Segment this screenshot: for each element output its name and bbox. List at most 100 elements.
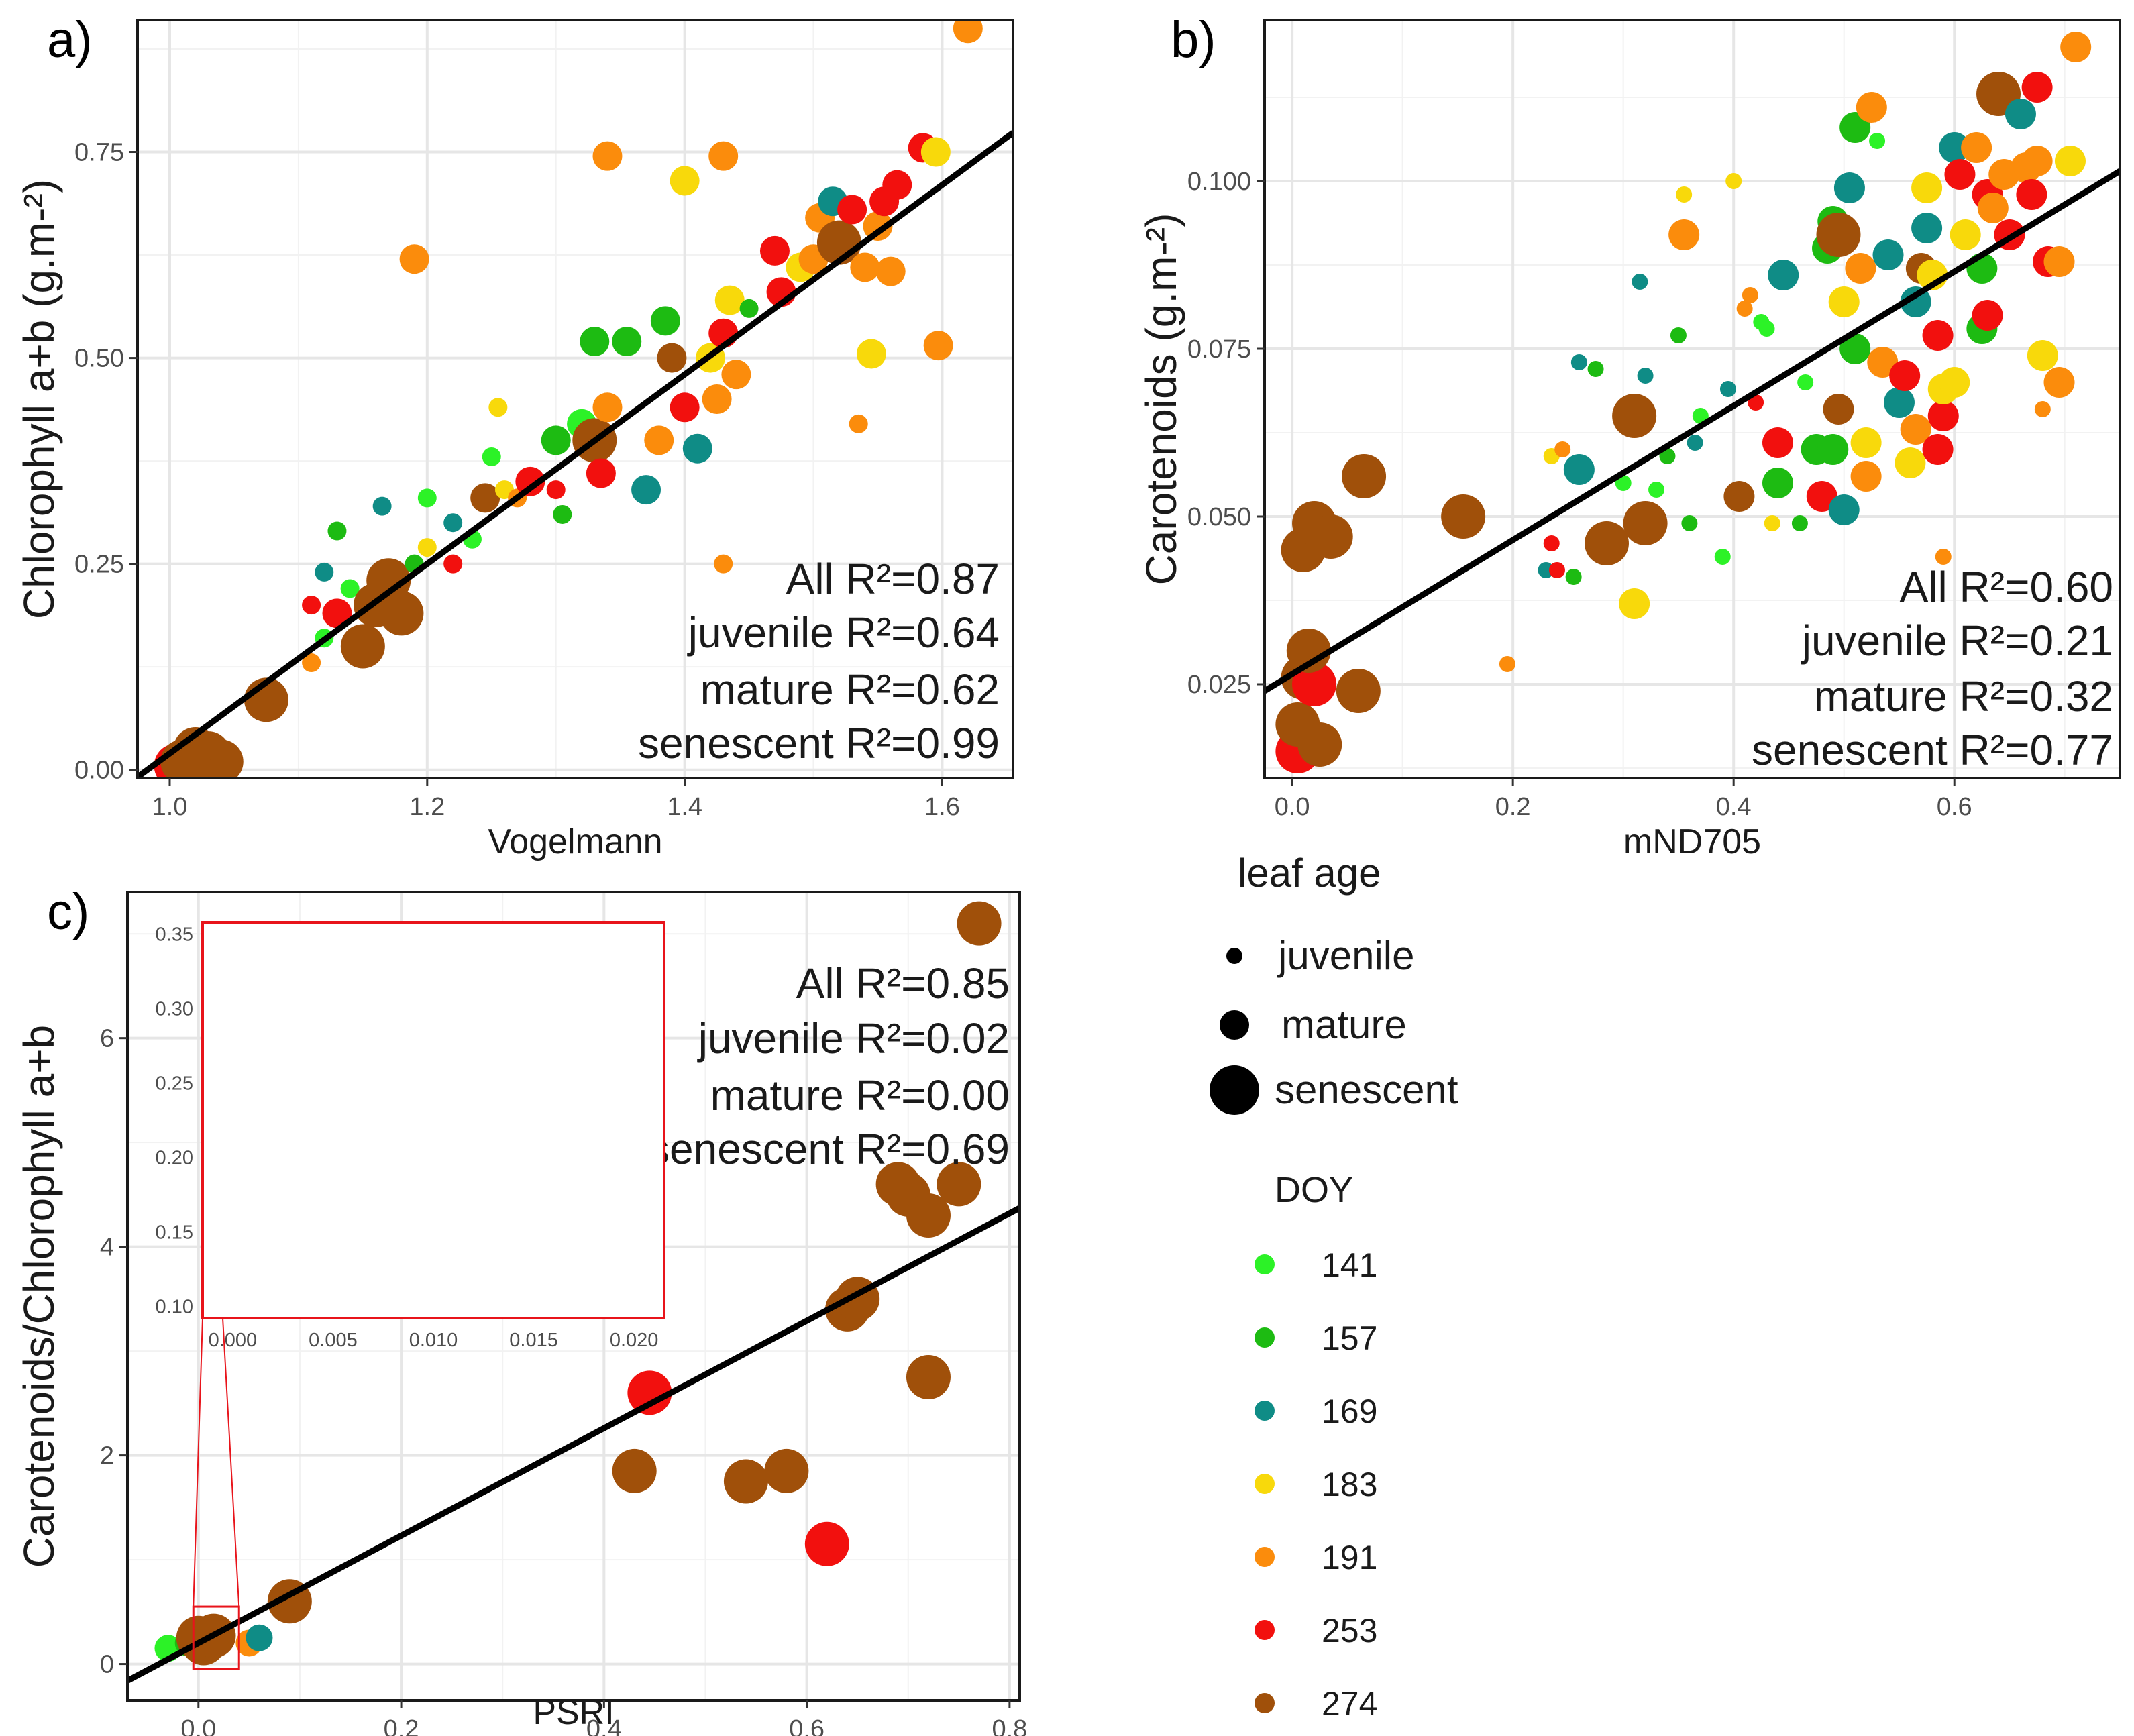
r2-annotation: senescent R²=0.69 <box>648 1125 1010 1173</box>
legend-doy-title: DOY <box>1275 1170 1353 1210</box>
data-point <box>1676 186 1693 203</box>
data-point <box>627 1370 672 1415</box>
data-point <box>1939 132 1970 163</box>
data-point <box>1944 159 1976 190</box>
inset-y-tick-label: 0.30 <box>156 999 193 1020</box>
legend-doy-label: 274 <box>1322 1685 1377 1723</box>
data-point <box>379 591 424 636</box>
x-tick-label: 1.6 <box>924 793 960 821</box>
legend-size-swatch <box>1226 948 1242 964</box>
legend-doy-swatch <box>1255 1327 1275 1348</box>
regression-line <box>127 1205 1020 1684</box>
data-point <box>721 360 751 390</box>
legend-doy-swatch <box>1255 1474 1275 1494</box>
data-point <box>1286 629 1331 673</box>
data-point <box>920 137 951 167</box>
data-point <box>1441 494 1486 539</box>
data-point <box>1538 562 1554 578</box>
panel-b: 0.0 0.2 0.4 0.6 0.025 0.050 0.075 0.100 mND705 Ca… <box>1137 11 2121 861</box>
data-point <box>906 1193 951 1238</box>
data-point <box>1632 274 1648 290</box>
data-point <box>592 141 623 171</box>
data-point <box>1570 354 1587 370</box>
data-point <box>906 1355 951 1399</box>
legend: leaf age juvenile mature senescent DOY 141 157… <box>1210 851 1458 1723</box>
x-tick-label: 0.0 <box>180 1715 216 1736</box>
data-point <box>863 211 893 241</box>
data-point <box>322 598 352 629</box>
data-point <box>2021 146 2053 176</box>
data-point <box>1758 321 1775 337</box>
data-point <box>470 483 500 513</box>
legend-doy-swatch <box>1255 1254 1275 1274</box>
data-point <box>957 901 1002 946</box>
data-point <box>1883 387 1915 418</box>
data-point <box>1548 562 1565 578</box>
data-point <box>1723 481 1755 512</box>
y-tick-label: 0.075 <box>1187 335 1251 364</box>
data-point <box>1336 669 1381 713</box>
inset-frame <box>201 921 665 1319</box>
data-point <box>670 392 700 423</box>
y-axis-title: Carotenoids/Chlorophyll a+b <box>15 1025 63 1568</box>
data-point <box>1565 569 1582 585</box>
data-point <box>246 1624 273 1651</box>
data-point <box>612 327 642 357</box>
data-point <box>417 538 437 557</box>
data-point <box>488 398 508 417</box>
data-point <box>2021 72 2053 103</box>
data-point <box>302 653 321 673</box>
plot-frame <box>136 19 1014 779</box>
legend-size-label: senescent <box>1275 1067 1458 1112</box>
data-point <box>739 299 759 318</box>
data-point <box>1828 494 1860 525</box>
data-point <box>923 331 953 361</box>
data-point <box>315 562 334 582</box>
inset-y-tick-label: 0.35 <box>156 924 193 946</box>
data-point <box>2060 32 2092 62</box>
data-point <box>1719 381 1736 397</box>
data-point <box>1692 408 1709 424</box>
data-point <box>1648 482 1665 498</box>
data-point <box>1911 172 1943 203</box>
data-point <box>166 743 211 778</box>
data-point <box>849 414 868 433</box>
data-point <box>1292 662 1337 706</box>
data-point <box>937 1162 981 1207</box>
legend-doy-swatch <box>1255 1620 1275 1640</box>
data-point <box>1585 521 1629 565</box>
data-point <box>1637 368 1654 384</box>
legend-doy-swatch <box>1255 1547 1275 1567</box>
data-point <box>1833 172 1865 203</box>
data-point <box>1725 173 1742 189</box>
data-point <box>670 166 700 196</box>
x-axis-title: PSRI <box>533 1693 614 1732</box>
data-point <box>1900 286 1931 317</box>
data-point <box>1612 394 1657 438</box>
x-tick-label: 0.0 <box>1275 793 1310 821</box>
y-tick-label: 0.050 <box>1187 503 1251 531</box>
r2-annotation: All R²=0.60 <box>1900 563 2113 611</box>
data-point <box>482 447 501 466</box>
data-point <box>302 596 321 615</box>
legend-doy-label: 191 <box>1322 1539 1377 1576</box>
data-point <box>875 256 906 286</box>
y-tick-label: 0.025 <box>1187 671 1251 699</box>
plot-frame <box>1263 19 2121 779</box>
x-tick-label: 1.4 <box>667 793 702 821</box>
panel-a: 1.0 1.2 1.4 1.6 0.00 0.25 0.50 0.75 Vogelmann Chl… <box>15 11 1014 861</box>
x-tick-label: 0.4 <box>1716 793 1752 821</box>
data-point <box>1714 549 1731 565</box>
inset-y-tick-label: 0.20 <box>156 1147 193 1169</box>
data-point <box>708 141 739 171</box>
y-tick-label: 4 <box>100 1234 114 1262</box>
data-point <box>2043 367 2075 398</box>
data-point <box>1922 320 1954 351</box>
data-point <box>417 488 437 508</box>
y-tick-label: 0 <box>100 1651 114 1679</box>
data-point <box>2054 146 2086 176</box>
x-tick-label: 0.4 <box>586 1715 622 1736</box>
data-point <box>443 513 463 533</box>
x-tick-label: 0.8 <box>992 1715 1027 1736</box>
